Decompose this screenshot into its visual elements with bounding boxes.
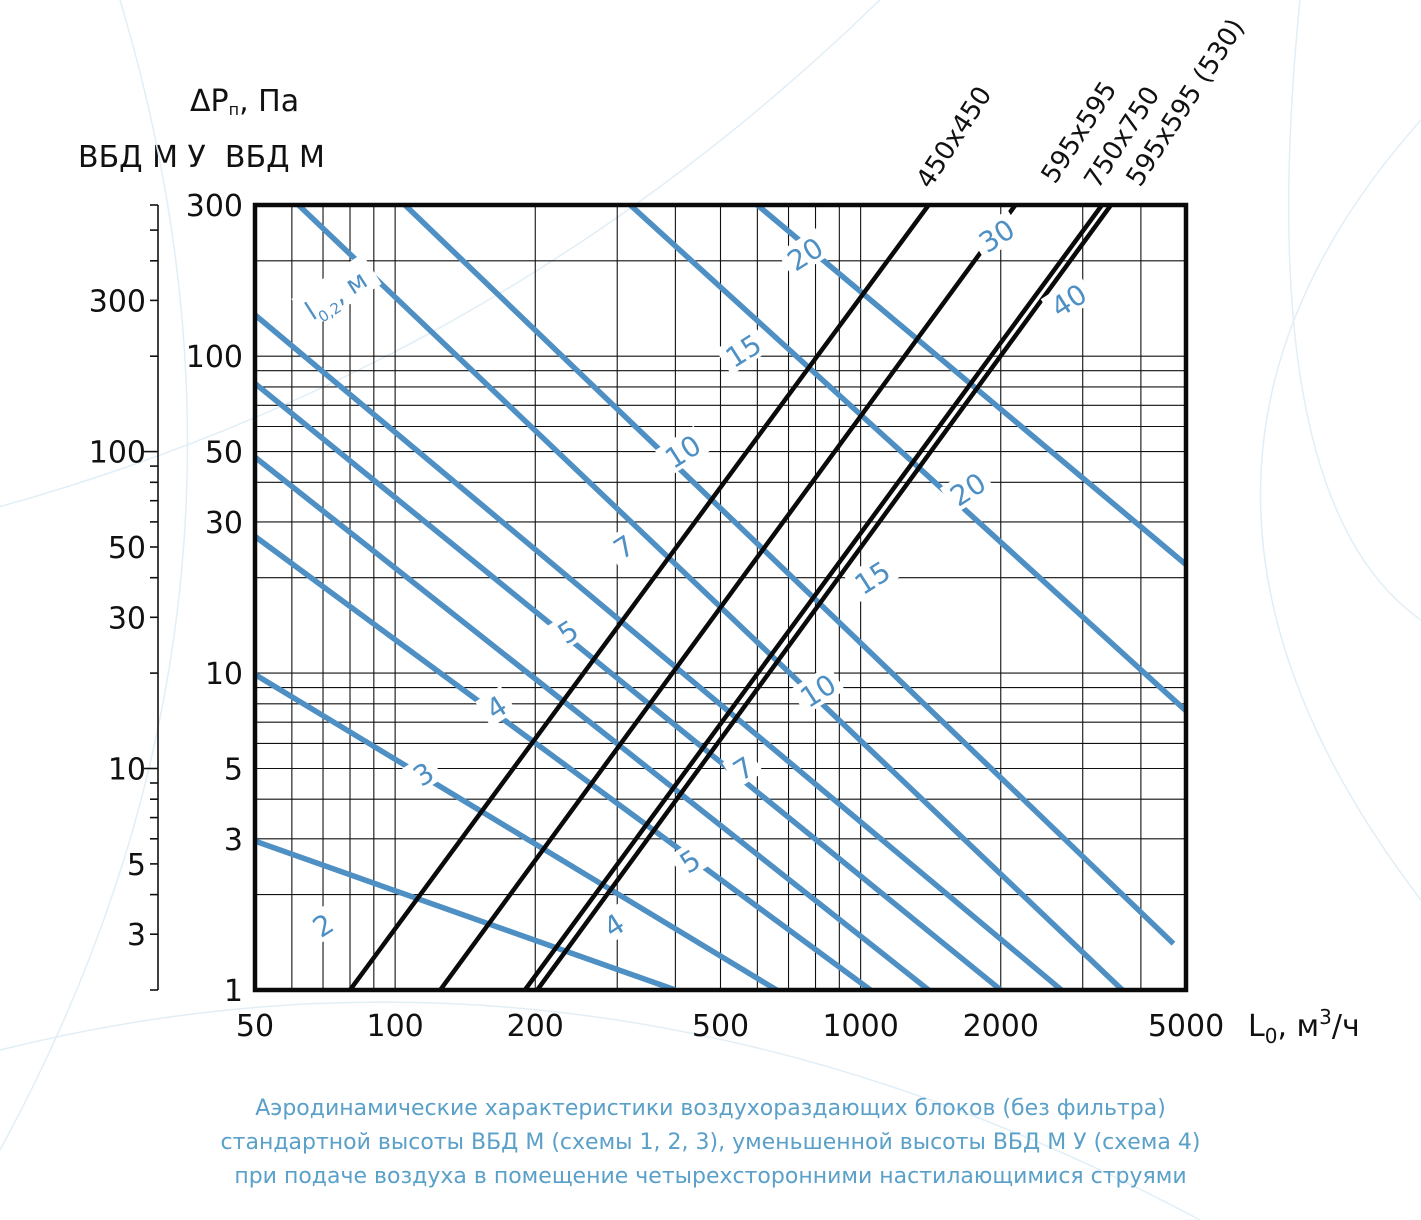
throw-annotation-halo <box>291 253 382 330</box>
series-lines <box>348 205 1113 990</box>
throw-label-15-halo <box>715 324 771 375</box>
y2-tick-label-30: 30 <box>108 601 146 636</box>
y-tick-label-100: 100 <box>186 340 243 375</box>
y-tick-labels-vbd-m-u: 3 5 10 30 50 100 300 <box>89 284 146 953</box>
y-tick-label-3: 3 <box>224 823 243 858</box>
x-tick-label-100: 100 <box>366 1009 423 1044</box>
throw-label-right-7-group: 7 <box>722 746 764 789</box>
y-tick-label-1: 1 <box>224 974 243 1009</box>
series-label-1: 450x450 <box>911 81 999 193</box>
y2-tick-label-100: 100 <box>89 436 146 471</box>
x-tick-label-5000: 5000 <box>1148 1009 1224 1044</box>
y-axis-scale-names: ВБД М У ВБД М <box>78 140 325 175</box>
y2-tick-label-50: 50 <box>108 531 146 566</box>
throw-label-2-group: 2 <box>301 903 344 946</box>
caption-line-1: Аэродинамические характеристики воздухор… <box>255 1096 1166 1121</box>
throw-label-10-halo <box>654 425 710 476</box>
throw-label-right-30-halo <box>968 209 1024 260</box>
y2-tick-label-5: 5 <box>127 848 146 883</box>
throw-label-2-halo <box>301 903 344 946</box>
caption-line-2: стандартной высоты ВБД М (схемы 1, 2, 3)… <box>220 1130 1201 1155</box>
throw-label-right-15-halo <box>844 551 900 602</box>
throw-line-5 <box>255 455 931 990</box>
y-axis-title: ΔPп, Па <box>190 84 299 119</box>
throw-label-5-halo <box>546 610 589 652</box>
throw-line-3 <box>255 672 779 990</box>
throw-label-4-halo <box>475 685 517 728</box>
y-tick-labels-vbd-m: 1 3 5 10 30 50 100 300 <box>186 189 243 1009</box>
plot-frame <box>252 202 1189 993</box>
throw-label-3-halo <box>402 752 444 794</box>
series-line-2 <box>438 205 1018 990</box>
throw-label-right-40-group: 40 <box>1040 274 1096 325</box>
y-tick-label-300: 300 <box>186 189 243 224</box>
y-tick-label-30: 30 <box>205 506 243 541</box>
throw-label-right-5-halo <box>668 839 711 882</box>
throw-label-20-group: 20 <box>777 228 833 279</box>
throw-label-right-40-halo <box>1040 274 1096 325</box>
throw-lines <box>255 205 1186 990</box>
y-axis-vbd-m-u <box>144 204 159 991</box>
throw-annotation-group: l0,2, м <box>291 253 382 330</box>
caption-line-3: при подаче воздуха в помещение четырехст… <box>234 1164 1187 1189</box>
y2-tick-label-300: 300 <box>89 284 146 319</box>
throw-label-10-group: 10 <box>654 425 710 476</box>
grid <box>255 205 1186 990</box>
throw-label-7-halo <box>602 525 645 567</box>
y2-tick-label-10: 10 <box>108 752 146 787</box>
y-tick-label-50: 50 <box>205 436 243 471</box>
series-line-4 <box>535 205 1113 990</box>
throw-line-7 <box>255 381 1003 990</box>
throw-label-right-7-halo <box>722 746 764 789</box>
x-tick-label-500: 500 <box>692 1009 749 1044</box>
x-tick-label-200: 200 <box>507 1009 564 1044</box>
throw-line-2 <box>255 838 677 990</box>
x-axis-label: L0, м3/ч <box>1248 1005 1360 1048</box>
bg-arc <box>1287 0 1421 621</box>
throw-line-10 <box>255 312 1064 990</box>
series-line-1 <box>348 205 931 990</box>
bg-arc <box>0 1001 1201 1220</box>
throw-label-20-halo <box>777 228 833 279</box>
x-tick-label-1000: 1000 <box>822 1009 898 1044</box>
throw-label-right-20-halo <box>939 463 995 514</box>
bg-arc <box>1259 119 1421 901</box>
y-axis-title-prefix: ΔP <box>190 84 229 119</box>
throw-line-15 <box>296 205 1125 990</box>
x-tick-labels: 50 100 200 500 1000 2000 5000 <box>236 1009 1224 1044</box>
x-tick-label-2000: 2000 <box>963 1009 1039 1044</box>
throw-label-right-20-group: 20 <box>939 463 995 514</box>
throw-label-right-10-halo <box>790 664 845 715</box>
y-tick-label-5: 5 <box>224 752 243 787</box>
throw-line-20 <box>403 205 1176 946</box>
bg-arc <box>0 0 189 1151</box>
throw-line-4 <box>255 534 873 990</box>
y2-tick-label-3: 3 <box>127 918 146 953</box>
throw-label-right-4-group: 4 <box>592 903 635 946</box>
y-axis-title-subscript: п <box>228 100 240 119</box>
x-tick-label-50: 50 <box>236 1009 274 1044</box>
series-line-3 <box>523 205 1104 990</box>
throw-label-15-group: 15 <box>715 324 771 375</box>
throw-line-30 <box>628 205 1186 713</box>
throw-label-3-group: 3 <box>402 752 444 794</box>
y-axis-title-suffix: , Па <box>239 84 300 119</box>
bg-arc <box>0 0 881 508</box>
throw-label-right-4-halo <box>592 903 635 946</box>
y-tick-label-10: 10 <box>205 657 243 692</box>
